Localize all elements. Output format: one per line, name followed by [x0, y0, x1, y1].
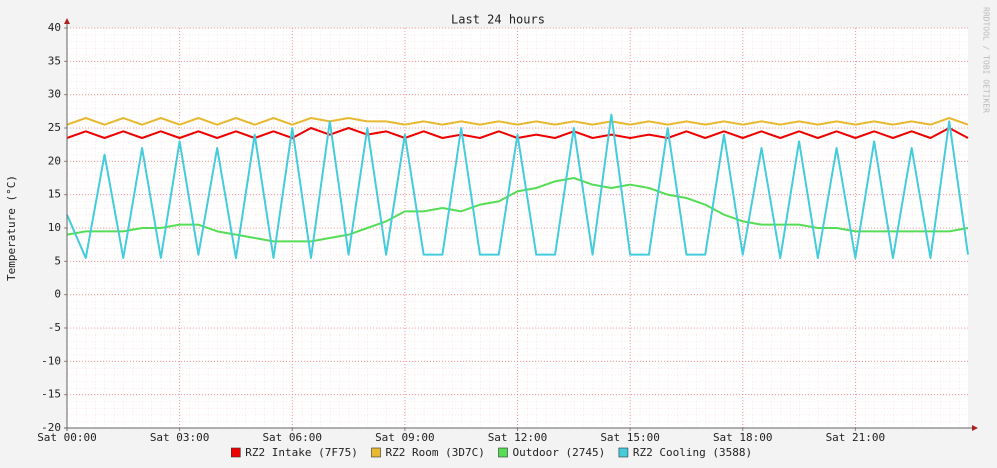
legend-label: RZ2 Room (3D7C) [386, 446, 485, 459]
x-tick-label: Sat 06:00 [262, 431, 322, 444]
x-tick-label: Sat 21:00 [826, 431, 886, 444]
series-line [66, 113, 969, 259]
legend-label: RZ2 Intake (7F75) [245, 446, 358, 459]
y-tick-label: -10 [41, 354, 61, 367]
y-tick-label: -20 [41, 421, 61, 434]
x-tick-label: Sat 03:00 [150, 431, 210, 444]
y-tick-label: 0 [54, 288, 61, 301]
legend-label: Outdoor (2745) [513, 446, 606, 459]
x-tick-label: Sat 18:00 [713, 431, 773, 444]
y-tick-label: 20 [48, 154, 61, 167]
legend-swatch [371, 447, 381, 458]
legend-swatch [231, 447, 241, 458]
chart-title: Last 24 hours [451, 13, 545, 27]
x-tick-label: Sat 00:00 [37, 431, 97, 444]
series-line [66, 177, 969, 243]
y-tick-label: 30 [48, 88, 61, 101]
y-tick-label: 5 [54, 254, 61, 267]
y-tick-label: 40 [48, 21, 61, 34]
y-tick-label: -5 [48, 321, 61, 334]
series-line [66, 117, 969, 126]
y-tick-label: 15 [48, 188, 61, 201]
x-tick-label: Sat 15:00 [600, 431, 660, 444]
axis-arrow [972, 425, 978, 431]
axis-arrow [64, 18, 70, 24]
y-tick-label: 25 [48, 121, 61, 134]
legend-swatch [618, 447, 629, 458]
y-tick-label: 35 [48, 54, 61, 67]
y-tick-label: -15 [41, 388, 61, 401]
y-tick-label: 10 [48, 221, 61, 234]
x-tick-label: Sat 09:00 [375, 431, 435, 444]
watermark: RRDTOOL / TOBI OETIKER [982, 7, 991, 113]
legend-label: RZ2 Cooling (3588) [633, 446, 752, 459]
y-axis-label: Temperature (°C) [5, 175, 18, 281]
legend-swatch [498, 447, 508, 458]
x-tick-label: Sat 12:00 [488, 431, 548, 444]
